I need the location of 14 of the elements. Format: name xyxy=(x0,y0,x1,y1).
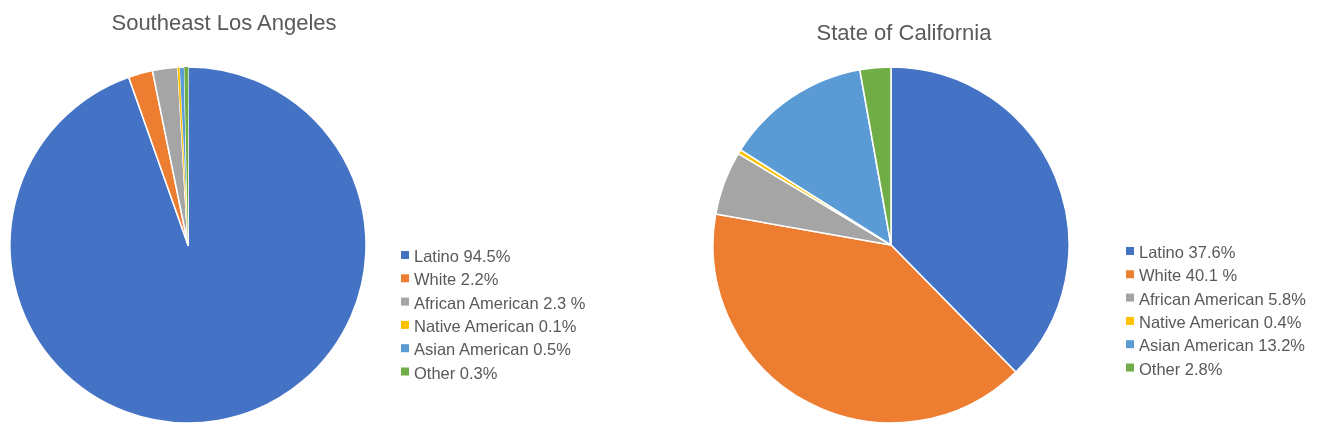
legend-label: Asian American 0.5% xyxy=(414,340,572,359)
legend-label: Other 2.8% xyxy=(1139,359,1223,378)
legend-label: Native American 0.1% xyxy=(414,316,577,335)
legend-label: African American 2.3 % xyxy=(414,293,586,312)
chart-title: State of California xyxy=(816,20,993,45)
chart-title: Southeast Los Angeles xyxy=(111,10,337,35)
legend-label: Latino 37.6% xyxy=(1139,243,1236,261)
legend-label: Other 0.3% xyxy=(414,363,498,382)
legend-label: Asian American 13.2% xyxy=(1139,336,1306,355)
legend-label: Latino 94.5% xyxy=(414,247,511,265)
legend-label: Native American 0.4% xyxy=(1139,312,1302,331)
legend-label: White 2.2% xyxy=(414,270,499,289)
legend-label: White 40.1 % xyxy=(1139,266,1238,285)
legend-label: African American 5.8% xyxy=(1139,289,1307,308)
